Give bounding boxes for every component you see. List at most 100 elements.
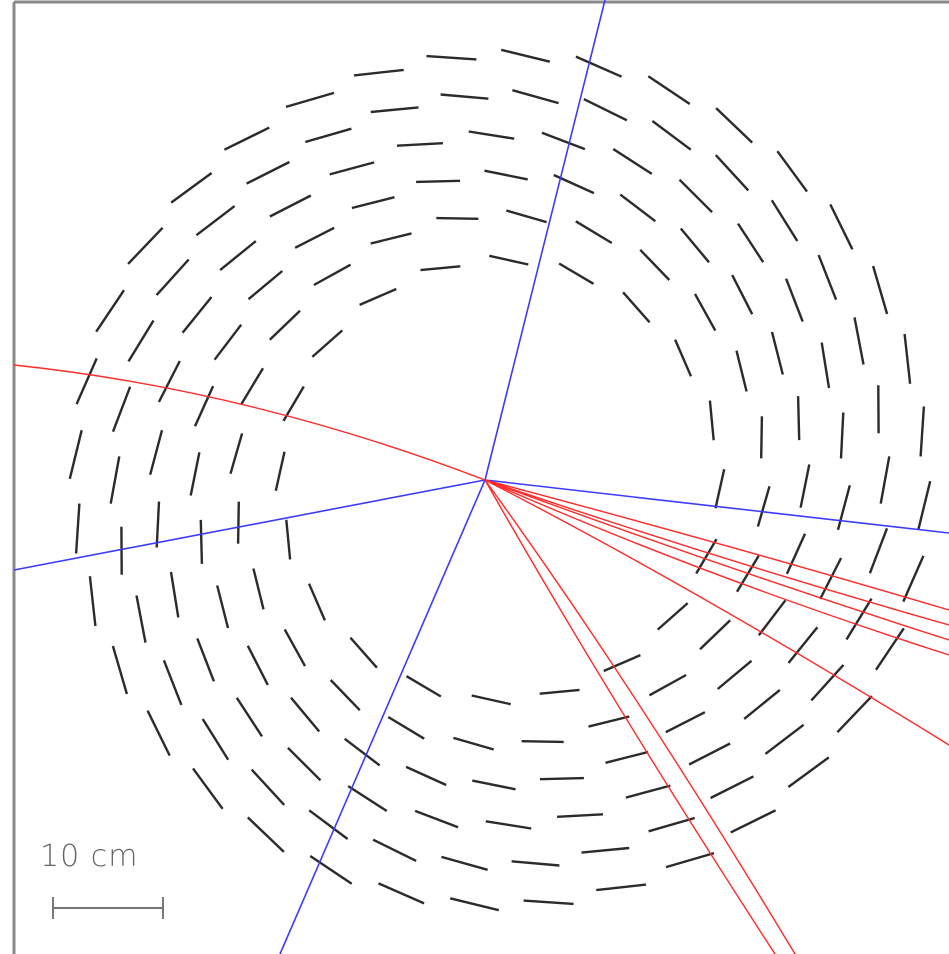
detector-module: [387, 715, 425, 740]
detector-module: [787, 756, 830, 788]
scale-bar: 10 cm: [40, 839, 164, 919]
detector-module: [785, 533, 807, 575]
detector-module: [716, 659, 753, 690]
detector-module: [287, 746, 322, 782]
detector-module: [283, 628, 307, 667]
detector-module: [679, 227, 710, 264]
detector-module: [229, 433, 244, 475]
red-track: [484, 479, 796, 954]
detector-module: [511, 860, 560, 867]
detector-module: [135, 595, 147, 643]
detector-module: [817, 254, 838, 301]
detector-module: [836, 695, 873, 734]
detector-module: [764, 723, 805, 755]
blue-track: [484, 0, 606, 481]
detector-module: [405, 765, 447, 787]
detector-module: [285, 91, 335, 109]
detector-module: [219, 240, 257, 272]
detector-module: [213, 323, 243, 361]
detector-module: [396, 142, 443, 147]
detector-module: [308, 809, 349, 840]
detector-module: [111, 645, 129, 695]
detector-module: [201, 718, 230, 761]
detector-module: [294, 226, 335, 249]
detector-module: [307, 583, 327, 621]
detector-module: [708, 400, 715, 441]
detector-module: [839, 412, 845, 459]
detector-module: [68, 429, 83, 480]
detector-module: [919, 406, 926, 457]
red-tracks: [13, 364, 949, 954]
detector-module: [146, 710, 171, 757]
detector-module: [714, 154, 750, 192]
detector-modules: [68, 48, 932, 912]
detector-module: [639, 248, 671, 281]
detector-module: [420, 265, 461, 272]
detector-module: [581, 846, 630, 854]
detector-module: [836, 484, 851, 531]
detector-module: [603, 653, 641, 673]
detector-module: [88, 576, 97, 627]
detector-module: [468, 130, 515, 140]
detector-module: [192, 767, 224, 810]
detector-module: [157, 360, 181, 403]
detector-module: [247, 270, 284, 301]
detector-module: [575, 55, 623, 78]
detector-module: [541, 131, 586, 151]
detector-module: [155, 258, 190, 296]
detector-module: [155, 501, 161, 548]
detector-module: [730, 809, 777, 834]
detector-module: [196, 637, 216, 682]
detector-module: [673, 339, 693, 377]
detector-module: [710, 775, 754, 800]
detector-module: [329, 161, 375, 176]
detector-module: [678, 178, 713, 214]
detector-module: [252, 568, 265, 610]
detector-module: [436, 216, 479, 220]
detector-module: [309, 855, 353, 885]
detector-module: [612, 147, 653, 175]
detector-module: [426, 54, 477, 61]
detector-module: [405, 675, 442, 698]
detector-module: [416, 179, 461, 184]
detector-module: [693, 293, 717, 332]
detector-module: [329, 679, 361, 712]
detector-module: [484, 169, 528, 181]
detector-module: [343, 737, 381, 767]
detector-module: [127, 319, 155, 363]
detector-module: [770, 199, 799, 242]
detector-module: [903, 333, 912, 384]
detector-module: [347, 785, 388, 813]
detector-module: [845, 597, 873, 641]
detector-module: [770, 331, 784, 375]
detector-module: [246, 645, 269, 686]
detector-module: [539, 776, 584, 781]
detector-module: [170, 172, 213, 204]
detector-module: [216, 585, 230, 629]
detector-module: [505, 209, 547, 224]
detector-module: [665, 711, 706, 734]
detector-module: [127, 226, 164, 265]
detector-module: [799, 464, 811, 508]
detector-module: [583, 98, 628, 122]
red-track: [484, 479, 949, 626]
detector-module: [449, 897, 500, 912]
detector-module: [588, 715, 630, 728]
detector-module: [453, 736, 495, 751]
blue-track: [279, 479, 486, 954]
detector-module: [523, 899, 574, 906]
red-track: [484, 479, 949, 641]
detector-module: [715, 107, 754, 144]
detector-module: [647, 75, 691, 105]
detector-module: [902, 555, 925, 603]
detector-module: [250, 768, 286, 806]
detector-module: [199, 519, 204, 564]
detector-module: [784, 278, 804, 323]
detector-module: [290, 696, 321, 733]
detector-module: [868, 527, 889, 574]
detector-module: [489, 254, 529, 266]
detector-module: [75, 357, 98, 405]
